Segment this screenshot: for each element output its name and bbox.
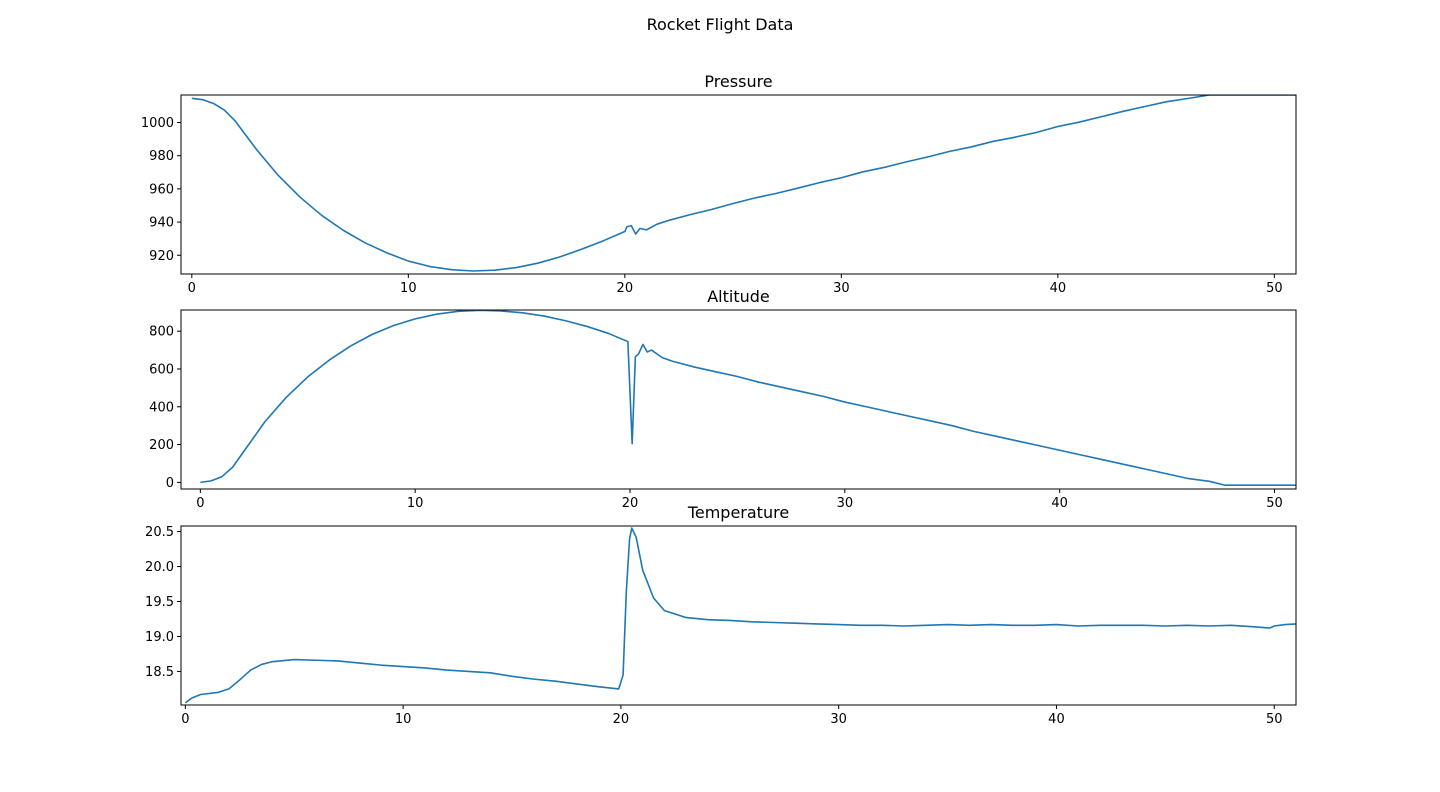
altitude-axes-frame: [180, 309, 1297, 490]
pressure-y-tick-label: 1000: [141, 116, 174, 131]
pressure-x-tick-label: 40: [1050, 281, 1067, 296]
pressure-x-tick-label: 20: [617, 281, 634, 296]
figure-title: Rocket Flight Data: [647, 15, 794, 34]
altitude-y-tick-label: 600: [149, 362, 174, 377]
temperature-y-tick-label: 20.5: [145, 525, 174, 540]
altitude-x-tick-label: 50: [1266, 496, 1283, 511]
pressure-x-tick-label: 0: [188, 281, 196, 296]
temperature-y-tick-label: 18.5: [145, 665, 174, 680]
altitude-x-tick-label: 10: [407, 496, 424, 511]
temperature-series-line: [184, 527, 1296, 704]
temperature-x-tick-label: 10: [395, 712, 412, 727]
temperature-y-tick-label: 19.5: [145, 595, 174, 610]
pressure-y-tick-label: 920: [149, 249, 174, 264]
temperature-title: Temperature: [687, 503, 789, 522]
altitude-x-tick-label: 0: [196, 496, 204, 511]
temperature-x-tick-label: 30: [830, 712, 847, 727]
pressure-x-tick-label: 30: [833, 281, 850, 296]
temperature-axes-frame: [180, 525, 1297, 706]
pressure-y-tick-label: 960: [149, 182, 174, 197]
pressure-y-tick-label: 940: [149, 216, 174, 231]
pressure-x-tick-label: 10: [400, 281, 417, 296]
temperature-x-tick-label: 0: [181, 712, 189, 727]
altitude-y-tick-label: 800: [149, 325, 174, 340]
altitude-x-tick-label: 40: [1051, 496, 1068, 511]
altitude-x-tick-label: 30: [837, 496, 854, 511]
pressure-x-tick-label: 50: [1266, 281, 1283, 296]
altitude-y-tick-label: 200: [149, 438, 174, 453]
temperature-y-tick-label: 19.0: [145, 630, 174, 645]
pressure-title: Pressure: [704, 72, 772, 91]
altitude-y-tick-label: 400: [149, 400, 174, 415]
altitude-title: Altitude: [707, 287, 770, 306]
altitude-x-tick-label: 20: [622, 496, 639, 511]
altitude-series-line: [200, 310, 1296, 487]
temperature-y-tick-label: 20.0: [145, 560, 174, 575]
temperature-subplot: Temperature 0 10 20 30 40 50 18.5 19.0 19.5 20.0 20…: [145, 503, 1297, 727]
altitude-y-tick-label: 0: [166, 476, 174, 491]
pressure-y-tick-label: 980: [149, 149, 174, 164]
temperature-x-tick-label: 40: [1048, 712, 1065, 727]
altitude-subplot: Altitude 0 10 20 30 40 50 0 200 400 600 800: [149, 287, 1297, 511]
pressure-series-line: [191, 95, 1296, 272]
temperature-x-tick-label: 50: [1266, 712, 1283, 727]
pressure-axes-frame: [180, 94, 1297, 275]
temperature-x-tick-label: 20: [613, 712, 630, 727]
pressure-subplot: Pressure 0 10 20 30 40 50 920 940 960 980 1000: [141, 72, 1297, 296]
